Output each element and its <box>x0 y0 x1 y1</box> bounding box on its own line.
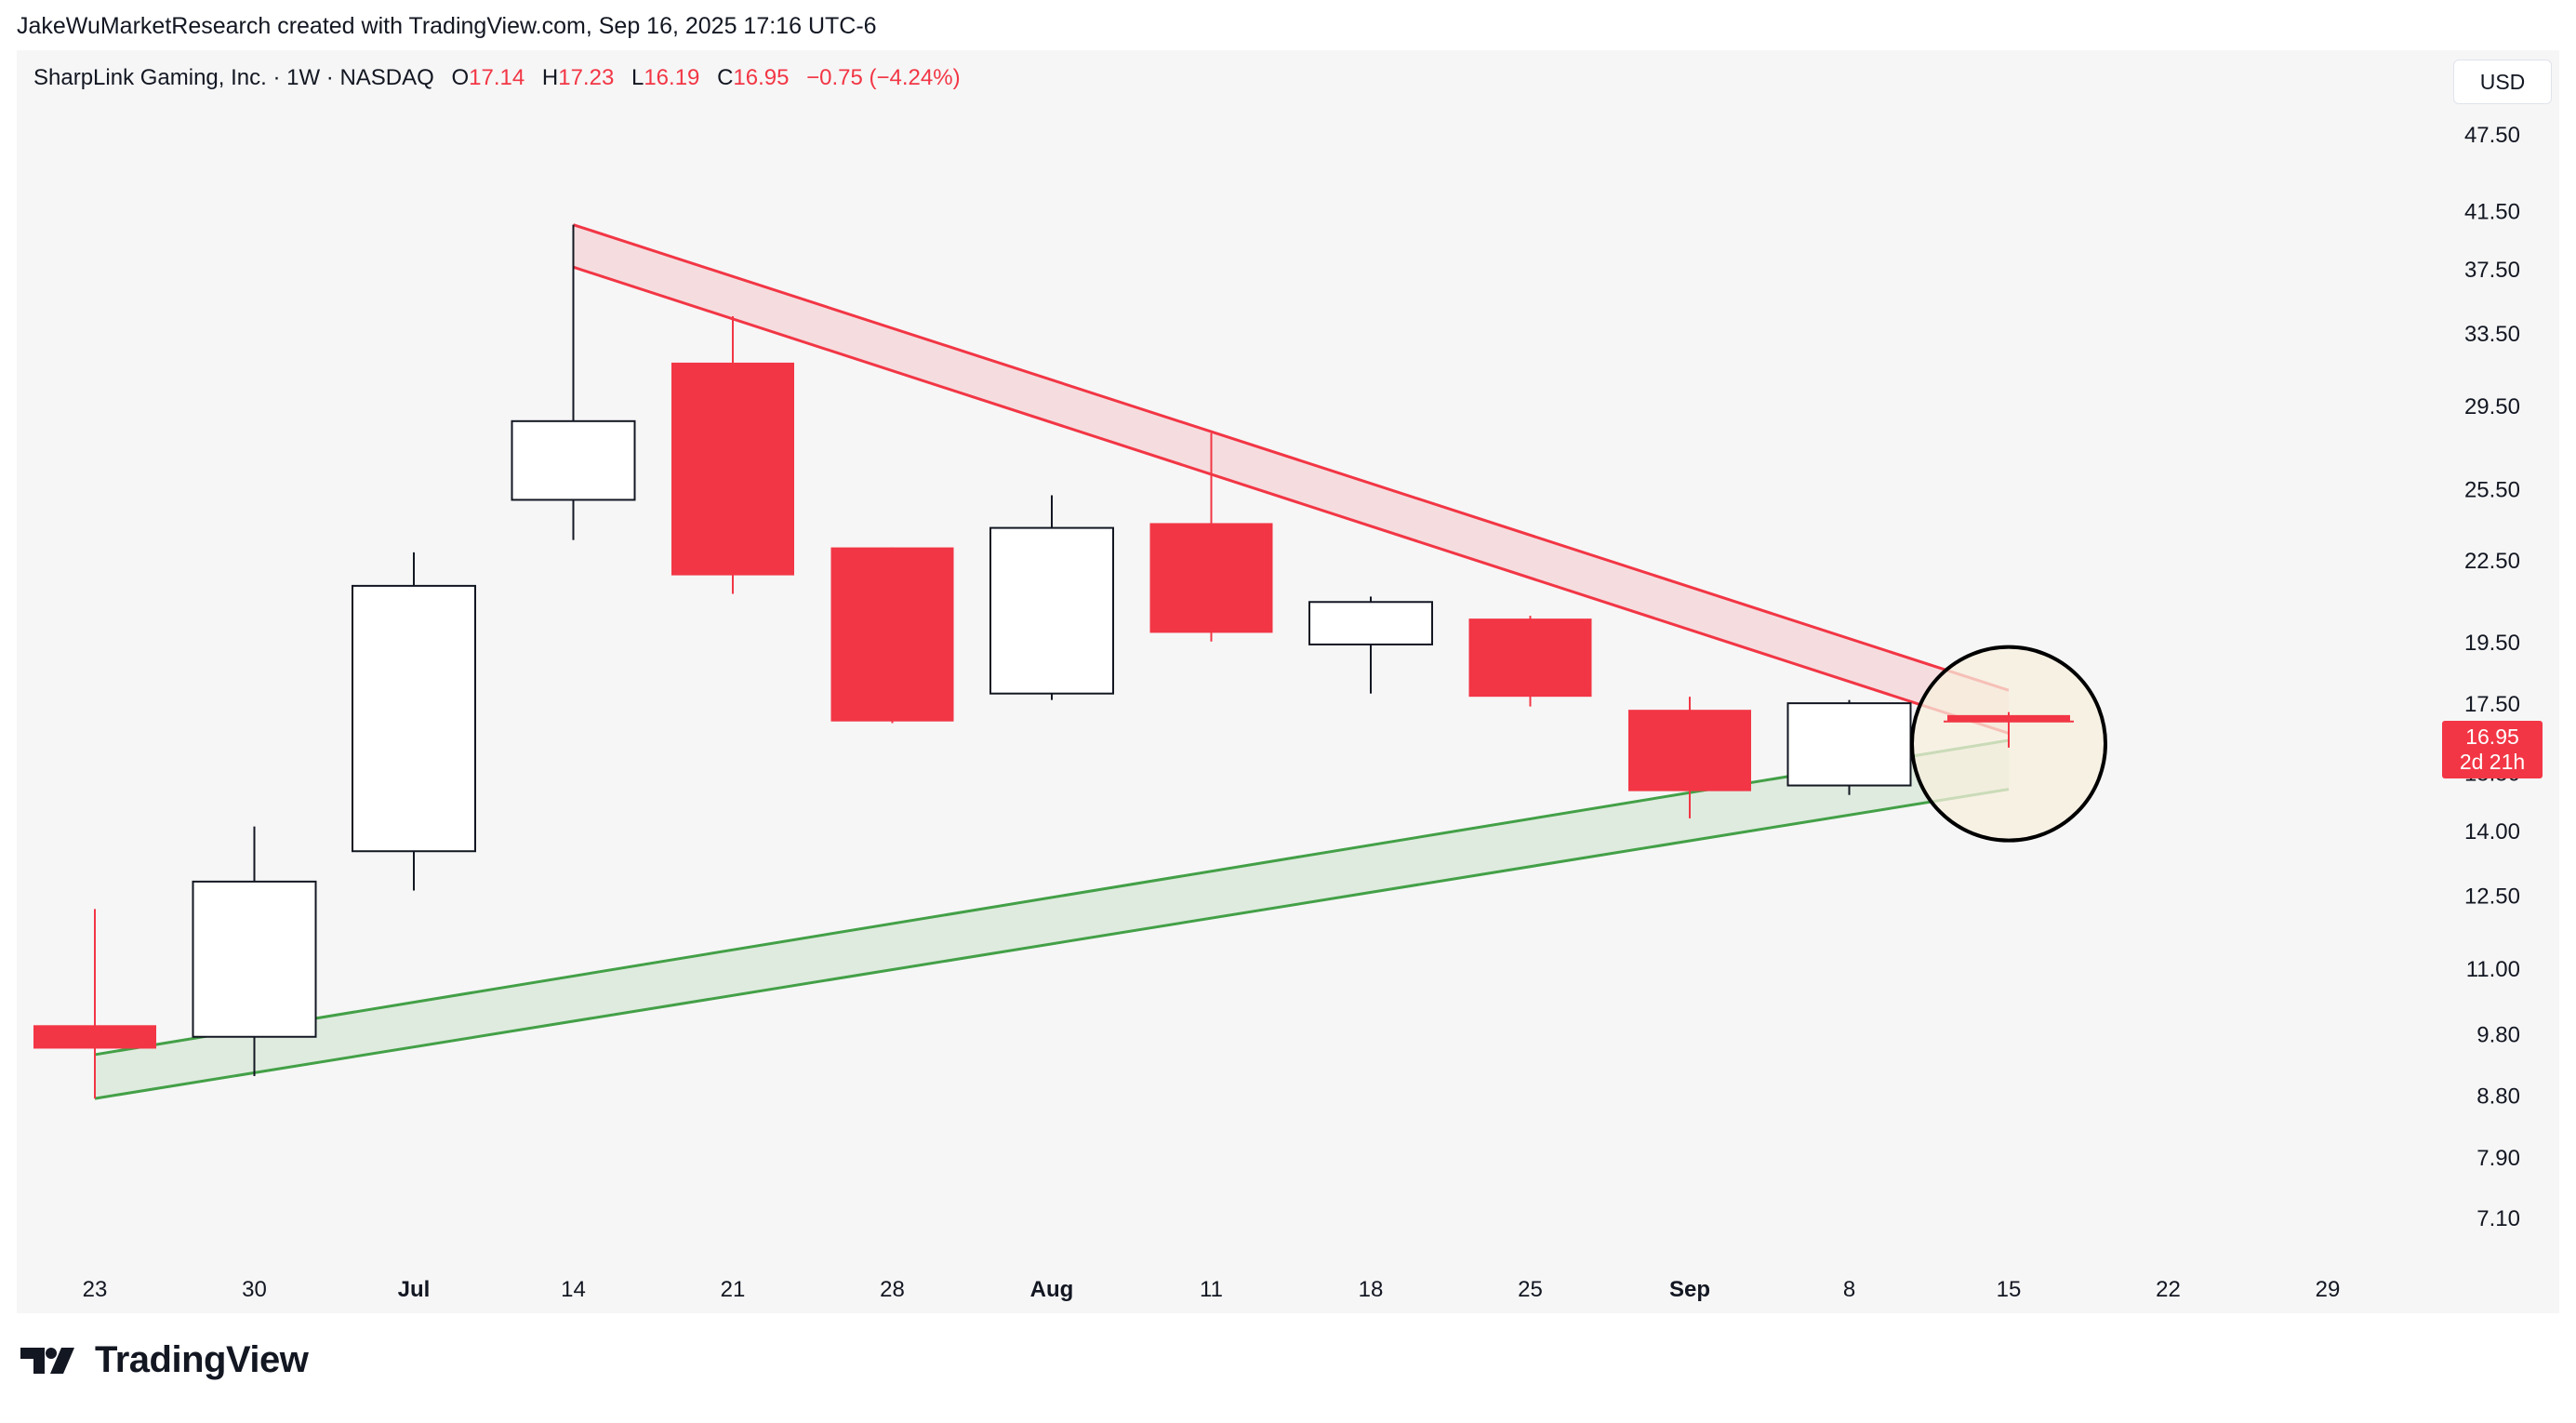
candle-body-up <box>1308 601 1433 645</box>
chart-area[interactable]: 47.50 41.50 37.50 33.50 29.50 25.50 22.50 19.50… <box>17 50 2559 1313</box>
high-label: H <box>541 65 559 90</box>
descending-resistance-channel-fill <box>573 224 2009 734</box>
tradingview-wordmark: TradingView <box>95 1339 309 1380</box>
candle-body-down <box>830 547 954 722</box>
x-tick-label: 11 <box>1200 1277 1223 1302</box>
low-label: L <box>631 65 644 90</box>
descending-resistance-upper-line <box>573 223 2010 692</box>
y-tick-label: 7.90 <box>2476 1146 2520 1171</box>
x-tick-label: Jul <box>398 1277 431 1302</box>
x-tick-label: 29 <box>2316 1277 2341 1302</box>
y-tick-label: 47.50 <box>2464 123 2520 148</box>
y-tick-label: 11.00 <box>2466 957 2520 982</box>
symbol-title: SharpLink Gaming, Inc. · 1W · NASDAQ <box>33 65 434 90</box>
candle-body-down <box>1468 618 1592 698</box>
y-tick-label: 33.50 <box>2464 322 2520 347</box>
y-tick-label: 19.50 <box>2464 631 2520 656</box>
candle-body-up <box>1786 702 1912 787</box>
tradingview-logo-icon <box>20 1347 74 1374</box>
x-tick-label: 15 <box>1997 1277 2022 1302</box>
x-tick-label: 8 <box>1843 1277 1855 1302</box>
x-tick-label: 18 <box>1359 1277 1384 1302</box>
ascending-support-channel-fill <box>95 739 2009 1099</box>
candle-body-down <box>1628 710 1751 791</box>
candle-body-up <box>511 419 636 501</box>
y-tick-label: 12.50 <box>2464 884 2520 909</box>
x-tick-label: 25 <box>1518 1277 1543 1302</box>
last-price-value: 16.95 <box>2465 725 2519 749</box>
x-tick-label: 28 <box>880 1277 905 1302</box>
candle-body-down <box>1149 523 1273 633</box>
open-value: 17.14 <box>469 65 525 90</box>
chart-caption: JakeWuMarketResearch created with Tradin… <box>17 13 877 39</box>
high-value: 17.23 <box>558 65 615 90</box>
bar-countdown: 2d 21h <box>2459 750 2526 774</box>
y-tick-label: 14.00 <box>2464 819 2520 844</box>
x-tick-label: 22 <box>2156 1277 2181 1302</box>
y-tick-label: 9.80 <box>2476 1023 2520 1048</box>
y-tick-label: 25.50 <box>2464 477 2520 502</box>
y-tick-label: 37.50 <box>2464 258 2520 283</box>
candle-body-up <box>352 584 476 853</box>
change-value: −0.75 (−4.24%) <box>806 65 961 90</box>
low-value: 16.19 <box>644 65 700 90</box>
open-label: O <box>451 65 470 90</box>
candle-body-down <box>671 362 794 576</box>
x-tick-label: Aug <box>1030 1277 1074 1302</box>
candle-body-down <box>1947 714 2070 722</box>
candlestick-chart[interactable]: 47.50 41.50 37.50 33.50 29.50 25.50 22.50 19.50… <box>17 50 2559 1313</box>
candle-body-up <box>989 526 1114 695</box>
y-tick-label: 22.50 <box>2464 549 2520 574</box>
y-tick-label: 29.50 <box>2464 394 2520 419</box>
y-tick-label: 7.10 <box>2476 1206 2520 1231</box>
x-tick-label: 21 <box>721 1277 746 1302</box>
x-tick-label: Sep <box>1669 1277 1710 1302</box>
x-tick-label: 14 <box>561 1277 586 1302</box>
y-tick-label: 8.80 <box>2476 1084 2520 1110</box>
currency-button[interactable]: USD <box>2453 60 2552 104</box>
tradingview-logo[interactable]: TradingView <box>20 1339 309 1381</box>
close-value: 16.95 <box>733 65 790 90</box>
descending-resistance-lower-line <box>573 265 2010 735</box>
y-tick-label: 41.50 <box>2464 200 2520 225</box>
candle-body-up <box>192 880 317 1038</box>
symbol-legend: SharpLink Gaming, Inc. · 1W · NASDAQ O17… <box>33 65 961 91</box>
candle-body-down <box>33 1025 156 1049</box>
ascending-support-lower-line <box>94 788 2010 1100</box>
x-tick-label: 30 <box>242 1277 267 1302</box>
close-label: C <box>717 65 734 90</box>
y-tick-label: 17.50 <box>2464 692 2520 717</box>
apex-highlight-circle <box>1910 645 2107 843</box>
x-tick-label: 23 <box>83 1277 108 1302</box>
last-price-tag: 16.95 2d 21h <box>2442 721 2543 778</box>
